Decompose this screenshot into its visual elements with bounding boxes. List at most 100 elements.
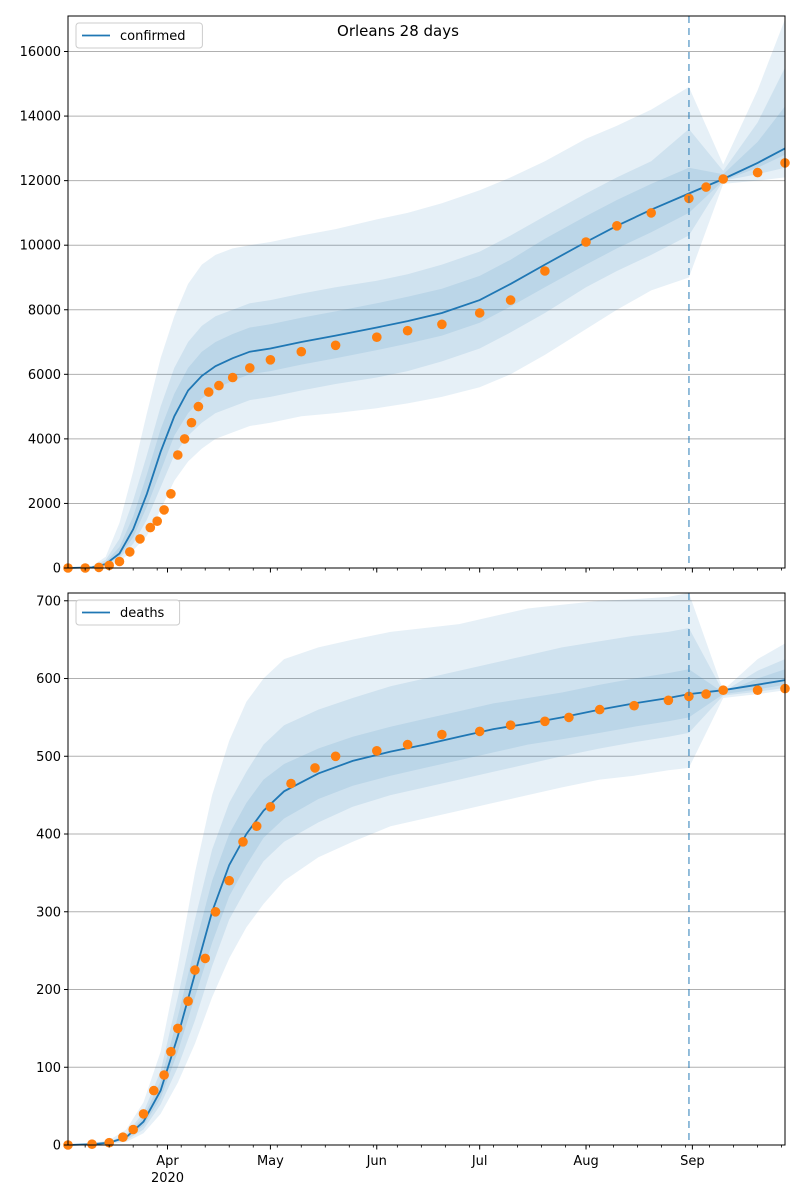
observed-point bbox=[718, 174, 728, 184]
legend-box bbox=[75, 599, 181, 626]
y-tick-label: 400 bbox=[36, 828, 61, 843]
axes-frame bbox=[67, 15, 786, 569]
observed-point bbox=[474, 726, 485, 737]
confidence-band bbox=[68, 628, 785, 1145]
y-tick-label: 2000 bbox=[28, 497, 61, 512]
observed-point bbox=[310, 763, 320, 773]
x-tick-label: May bbox=[257, 1154, 284, 1169]
observed-point bbox=[94, 562, 104, 573]
observed-point bbox=[125, 547, 135, 557]
observed-point bbox=[183, 996, 193, 1006]
confidence-band bbox=[68, 593, 785, 1145]
y-tick-label: 0 bbox=[53, 562, 61, 577]
y-tick-label: 500 bbox=[36, 750, 61, 765]
y-tick-label: 12000 bbox=[20, 174, 61, 189]
observed-point bbox=[663, 695, 674, 706]
observed-point bbox=[612, 221, 622, 231]
confidence-band bbox=[68, 67, 785, 568]
observed-point bbox=[190, 965, 200, 975]
observed-point bbox=[286, 778, 296, 789]
observed-point bbox=[564, 712, 574, 723]
observed-point bbox=[193, 401, 204, 412]
confirmed-panel: 0 2000 4000 6000 8000 10000 12000 14000 16000 con… bbox=[20, 15, 790, 577]
x-tick-label: Jul bbox=[471, 1154, 488, 1169]
legend: confirmed bbox=[75, 22, 203, 49]
observed-point bbox=[437, 729, 447, 740]
y-tick-label: 8000 bbox=[28, 303, 61, 318]
observed-point bbox=[265, 355, 276, 365]
x-tick-label: Aug bbox=[573, 1154, 598, 1169]
x-tick-label: Sep bbox=[680, 1154, 705, 1169]
observed-point bbox=[265, 802, 276, 812]
observed-point bbox=[118, 1132, 128, 1142]
observed-point bbox=[203, 387, 214, 397]
y-tick-label: 4000 bbox=[28, 432, 61, 447]
x-tick-label: Apr bbox=[156, 1154, 179, 1169]
observed-point bbox=[214, 380, 224, 391]
observed-point bbox=[166, 1046, 176, 1057]
observed-point bbox=[149, 1085, 159, 1096]
observed-point bbox=[186, 417, 197, 428]
observed-point bbox=[166, 489, 176, 499]
observed-point bbox=[179, 434, 190, 444]
y-tick-label: 14000 bbox=[20, 110, 61, 125]
observed-point bbox=[718, 685, 728, 695]
confidence-band bbox=[68, 106, 785, 569]
legend-box bbox=[75, 22, 203, 49]
observed-point bbox=[581, 237, 591, 247]
observed-point bbox=[114, 556, 125, 567]
observed-point bbox=[224, 875, 234, 886]
observed-point bbox=[128, 1124, 138, 1135]
observed-point bbox=[752, 167, 763, 178]
observed-point bbox=[701, 689, 711, 699]
observed-point bbox=[138, 1109, 149, 1119]
observed-point bbox=[646, 208, 656, 218]
observed-point bbox=[330, 751, 341, 762]
deaths-panel: 0 100 200 300 400 500 600 700 Apr May Jun Jul Aug Sep… bbox=[36, 592, 790, 1186]
observed-point bbox=[238, 837, 248, 847]
observed-point bbox=[474, 308, 485, 318]
observed-point bbox=[505, 295, 516, 305]
observed-point bbox=[145, 522, 156, 533]
y-tick-label: 10000 bbox=[20, 239, 61, 254]
y-tick-label: 6000 bbox=[28, 368, 61, 383]
observed-point bbox=[540, 716, 550, 727]
legend-label: confirmed bbox=[120, 29, 186, 44]
observed-point bbox=[684, 691, 694, 702]
observed-point bbox=[159, 1070, 169, 1080]
observed-point bbox=[437, 319, 447, 330]
observed-point bbox=[227, 372, 238, 383]
observed-point bbox=[173, 1023, 183, 1034]
axes-frame bbox=[67, 592, 786, 1146]
observed-point bbox=[402, 739, 413, 750]
x-tick-label: Jun bbox=[366, 1154, 387, 1169]
x-year-label: 2020 bbox=[151, 1171, 184, 1186]
observed-point bbox=[152, 516, 162, 526]
observed-point bbox=[200, 953, 210, 964]
observed-point bbox=[701, 182, 711, 192]
observed-point bbox=[372, 332, 382, 343]
y-tick-label: 0 bbox=[53, 1139, 61, 1154]
chart-title: Orleans 28 days bbox=[337, 22, 459, 40]
y-tick-label: 600 bbox=[36, 672, 61, 687]
y-tick-label: 100 bbox=[36, 1061, 61, 1076]
y-tick-label: 700 bbox=[36, 594, 61, 609]
observed-point bbox=[87, 1139, 97, 1149]
confidence-band bbox=[68, 669, 785, 1145]
observed-point bbox=[505, 720, 516, 730]
observed-point bbox=[210, 907, 221, 917]
y-tick-label: 300 bbox=[36, 905, 61, 920]
observed-point bbox=[245, 363, 255, 373]
observed-point bbox=[402, 325, 413, 336]
model-line bbox=[67, 147, 786, 569]
observed-point bbox=[594, 704, 605, 715]
legend: deaths bbox=[75, 599, 181, 626]
model-line bbox=[67, 679, 786, 1146]
observed-point bbox=[330, 340, 341, 351]
observed-point bbox=[173, 450, 183, 460]
observed-point bbox=[540, 266, 550, 276]
confidence-band bbox=[68, 19, 785, 568]
observed-point bbox=[752, 685, 763, 695]
y-tick-label: 16000 bbox=[20, 45, 61, 60]
